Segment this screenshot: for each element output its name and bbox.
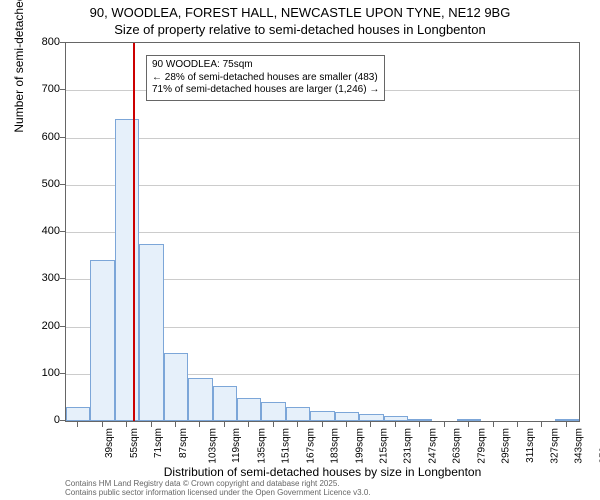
y-tick-label: 200 [30, 320, 60, 332]
footer-line1: Contains HM Land Registry data © Crown c… [65, 479, 371, 489]
x-tick-mark [541, 422, 542, 427]
x-tick-label: 103sqm [208, 428, 219, 464]
y-tick-label: 400 [30, 225, 60, 237]
x-tick-mark [175, 422, 176, 427]
x-tick-mark [444, 422, 445, 427]
histogram-bar [384, 416, 408, 421]
x-tick-mark [370, 422, 371, 427]
x-tick-label: 279sqm [476, 428, 487, 464]
y-tick-label: 600 [30, 131, 60, 143]
x-tick-label: 135sqm [256, 428, 267, 464]
x-tick-mark [395, 422, 396, 427]
histogram-bar [286, 407, 310, 421]
x-tick-mark [102, 422, 103, 427]
histogram-bar [555, 419, 579, 421]
gridline [66, 185, 579, 186]
x-tick-label: 119sqm [231, 428, 242, 463]
y-tick-label: 800 [30, 36, 60, 48]
gridline [66, 138, 579, 139]
histogram-bar [90, 260, 114, 421]
histogram-bar [457, 419, 481, 421]
chart-container: 90, WOODLEA, FOREST HALL, NEWCASTLE UPON… [0, 0, 600, 500]
x-tick-mark [297, 422, 298, 427]
histogram-bar [237, 398, 261, 421]
gridline [66, 232, 579, 233]
plot-area: 90 WOODLEA: 75sqm ← 28% of semi-detached… [65, 42, 580, 422]
annotation-line2: ← 28% of semi-detached houses are smalle… [152, 72, 379, 85]
annotation-line1: 90 WOODLEA: 75sqm [152, 59, 379, 72]
x-tick-mark [468, 422, 469, 427]
y-tick-label: 700 [30, 83, 60, 95]
x-tick-mark [199, 422, 200, 427]
x-tick-label: 311sqm [524, 428, 535, 463]
chart-footer: Contains HM Land Registry data © Crown c… [65, 479, 371, 498]
x-tick-mark [419, 422, 420, 427]
y-tick-label: 500 [30, 178, 60, 190]
x-tick-mark [248, 422, 249, 427]
x-tick-label: 247sqm [427, 428, 438, 464]
x-tick-mark [126, 422, 127, 427]
x-tick-mark [493, 422, 494, 427]
x-tick-label: 215sqm [379, 428, 390, 464]
x-tick-label: 327sqm [550, 428, 561, 464]
chart-title-line2: Size of property relative to semi-detach… [0, 22, 600, 37]
x-tick-label: 183sqm [330, 428, 341, 464]
annotation-line3: 71% of semi-detached houses are larger (… [152, 84, 379, 97]
histogram-bar [66, 407, 90, 421]
chart-title-line1: 90, WOODLEA, FOREST HALL, NEWCASTLE UPON… [0, 5, 600, 20]
x-tick-label: 39sqm [104, 428, 115, 458]
histogram-bar [139, 244, 163, 421]
x-tick-mark [517, 422, 518, 427]
x-axis-label: Distribution of semi-detached houses by … [65, 465, 580, 479]
y-axis-label: Number of semi-detached properties [12, 0, 26, 133]
histogram-bar [310, 411, 334, 421]
y-tick-label: 300 [30, 272, 60, 284]
x-tick-mark [273, 422, 274, 427]
reference-line [133, 43, 135, 421]
footer-line2: Contains public sector information licen… [65, 488, 371, 498]
x-tick-mark [151, 422, 152, 427]
x-tick-mark [566, 422, 567, 427]
x-tick-label: 71sqm [153, 428, 164, 458]
histogram-bar [261, 402, 285, 421]
x-tick-label: 87sqm [178, 428, 189, 458]
annotation-box: 90 WOODLEA: 75sqm ← 28% of semi-detached… [146, 55, 385, 101]
histogram-bar [164, 353, 188, 422]
x-tick-label: 295sqm [501, 428, 512, 464]
x-tick-mark [77, 422, 78, 427]
y-tick-label: 0 [30, 414, 60, 426]
x-tick-label: 231sqm [403, 428, 414, 464]
x-tick-label: 263sqm [452, 428, 463, 464]
x-tick-mark [346, 422, 347, 427]
x-tick-label: 55sqm [129, 428, 140, 458]
histogram-bar [213, 386, 237, 421]
histogram-bar [335, 412, 359, 421]
x-tick-label: 343sqm [574, 428, 585, 464]
y-tick-label: 100 [30, 367, 60, 379]
x-tick-label: 167sqm [305, 428, 316, 464]
histogram-bar [408, 419, 432, 421]
histogram-bar [115, 119, 139, 421]
histogram-bar [359, 414, 383, 421]
x-tick-mark [322, 422, 323, 427]
x-tick-label: 151sqm [281, 428, 292, 464]
x-tick-mark [224, 422, 225, 427]
histogram-bar [188, 378, 212, 421]
x-tick-label: 199sqm [354, 428, 365, 464]
